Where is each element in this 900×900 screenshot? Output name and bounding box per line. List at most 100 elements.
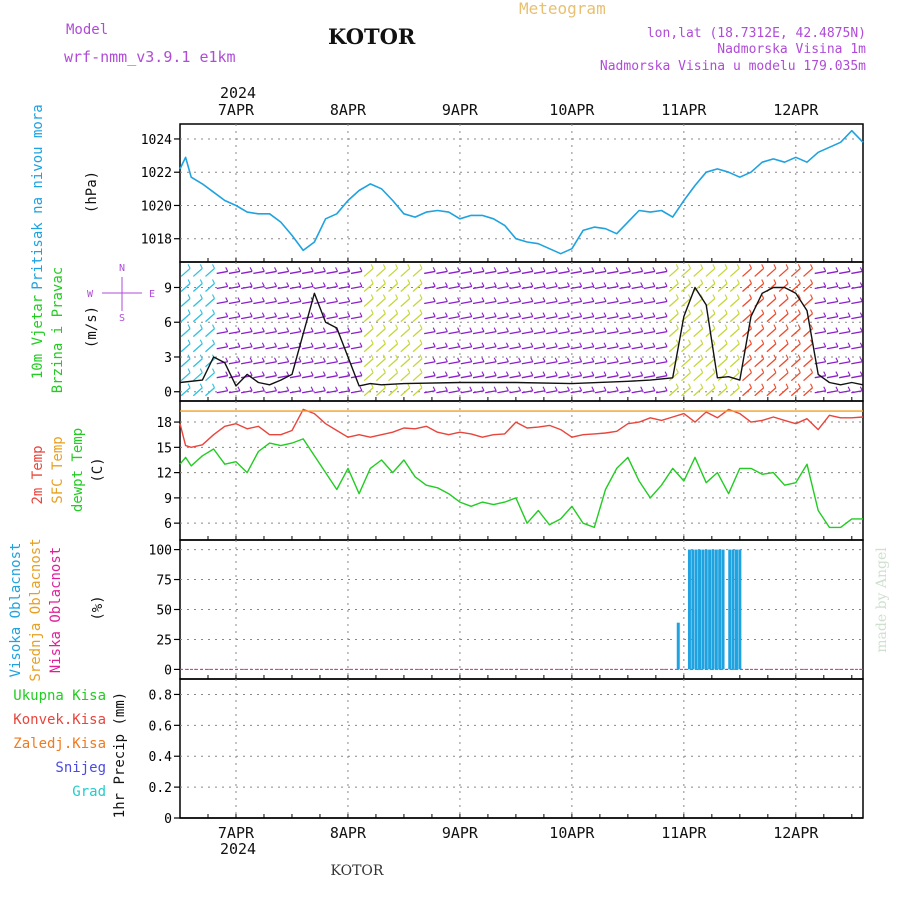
wind-barb (803, 358, 813, 368)
precip-legend-item-2: Zaledj.Kisa (13, 736, 106, 752)
wind-barb (363, 313, 374, 323)
wind-barb (826, 315, 839, 320)
wind-barb (338, 270, 350, 275)
wind-barb-flag (591, 312, 595, 317)
wind-barb (778, 372, 789, 382)
wind-barb-flag (225, 371, 229, 376)
wind-barb-flag (199, 368, 203, 373)
wind-barb (180, 328, 191, 338)
wind-barb-flag (310, 267, 314, 272)
wind-barb-flag (237, 312, 241, 317)
wind-barb-flag (432, 386, 436, 391)
wind-barb (668, 343, 679, 353)
wind-barb (436, 270, 448, 275)
wind-barb-flag (419, 279, 423, 284)
wind-barb (412, 298, 423, 308)
wind-barb (803, 343, 813, 353)
wind-barb (521, 390, 533, 394)
wind-barb-flag (530, 282, 534, 287)
wind-barb-flag (652, 297, 656, 302)
wind-barb-flag (493, 312, 497, 317)
wind-barb (814, 285, 826, 290)
wind-barb (594, 270, 607, 275)
wind-barb (778, 298, 789, 308)
wind-barb-flag (199, 264, 203, 269)
wind-barb (655, 285, 668, 290)
wind-barb-flag (542, 386, 546, 391)
wind-barb (655, 270, 668, 275)
wind-barb-flag (835, 342, 839, 347)
wind-barb-flag (773, 264, 777, 269)
wind-barb-flag (749, 279, 752, 284)
wind-barb (363, 328, 374, 338)
temperature-ytick-label-0: 6 (164, 517, 172, 532)
wind-barb (216, 315, 228, 320)
footer-station: KOTOR (331, 863, 384, 879)
wind-barb (839, 346, 851, 350)
wind-barb-flag (298, 312, 302, 317)
wind-barb-flag (579, 357, 583, 363)
wind-barb (216, 361, 228, 365)
wind-barb (241, 315, 253, 320)
wind-barb-flag (187, 279, 191, 284)
wind-barb-flag (823, 297, 827, 302)
wind-barb-flag (700, 339, 704, 344)
wind-barb (607, 375, 619, 379)
wind-barb (570, 315, 582, 320)
wind-barb-flag (322, 327, 326, 332)
temperature-ytick-label-2: 12 (156, 467, 172, 482)
wind-barb-flag (261, 297, 265, 302)
wind-barb (485, 361, 497, 365)
wind-barb-flag (579, 267, 583, 272)
wind-barb (363, 298, 374, 308)
wind-barb (509, 300, 521, 305)
wind-barb-flag (603, 297, 607, 302)
wind-ytick-label-1: 3 (164, 351, 172, 366)
wind-barb (326, 375, 338, 379)
wind-barb (228, 361, 241, 365)
wind-barb-flag (566, 342, 570, 347)
wind-barb (509, 270, 521, 275)
wind-barb-flag (615, 371, 619, 376)
wind-barb (485, 331, 497, 335)
wind-barb-flag (382, 368, 386, 373)
wind-barb-flag (785, 294, 789, 299)
wind-barb (533, 331, 546, 335)
wind-barb (400, 282, 411, 292)
dewpoint-line (179, 438, 863, 529)
precipitation-ytick-label-4: 0.8 (149, 688, 172, 703)
wind-barb-flag (603, 386, 607, 391)
wind-barb-flag (199, 324, 203, 329)
wind-barb (302, 285, 314, 290)
wind-barb-flag (322, 357, 326, 363)
wind-barb-flag (652, 267, 656, 272)
wind-barb-flag (761, 264, 765, 269)
wind-barb-flag (773, 368, 777, 373)
wind-barb (570, 361, 582, 365)
cloud-bar (698, 549, 702, 670)
wind-barb (192, 387, 203, 397)
wind-barb (277, 390, 289, 394)
wind-barb-flag (687, 354, 691, 360)
wind-barb (766, 343, 777, 353)
wind-barb-flag (810, 294, 814, 299)
wind-barb-flag (310, 386, 314, 391)
wind-barb-flag (773, 354, 777, 360)
wind-barb-flag (859, 371, 863, 376)
wind-barb-flag (274, 342, 278, 347)
wind-barb (631, 270, 643, 275)
wind-barb (265, 390, 277, 394)
wind-barb-flag (579, 386, 583, 391)
wind-barb-flag (407, 279, 411, 284)
wind-barb (558, 346, 570, 350)
wind-barb-flag (212, 339, 215, 344)
wind-barb (766, 313, 777, 323)
wind-barb (619, 331, 631, 335)
wind-barb (814, 300, 826, 305)
wind-barb-flag (591, 282, 595, 287)
wind-barb (668, 372, 679, 382)
wind-barb (205, 267, 215, 277)
wind-barb (497, 270, 509, 275)
wind-barb-flag (493, 342, 497, 347)
wind-barb-flag (530, 371, 534, 376)
